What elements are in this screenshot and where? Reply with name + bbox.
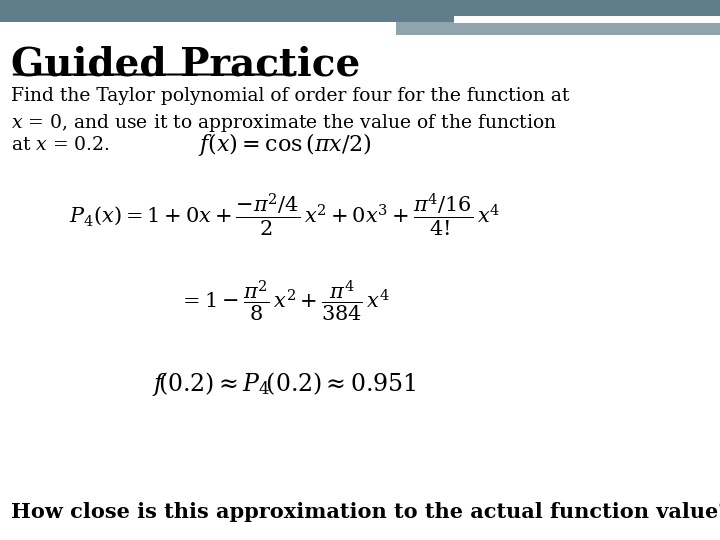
Text: Guided Practice: Guided Practice [11, 46, 360, 84]
Text: $P_4\left(x\right)=1+0x+\dfrac{-\pi^2/4}{2}\,x^2+0x^3+\dfrac{\pi^4/16}{4!}\,x^4$: $P_4\left(x\right)=1+0x+\dfrac{-\pi^2/4}… [69, 192, 500, 239]
Text: at $x$ = 0.2.: at $x$ = 0.2. [11, 136, 109, 154]
Text: How close is this approximation to the actual function value?: How close is this approximation to the a… [11, 502, 720, 522]
Text: $=1-\dfrac{\pi^2}{8}\,x^2+\dfrac{\pi^4}{384}\,x^4$: $=1-\dfrac{\pi^2}{8}\,x^2+\dfrac{\pi^4}{… [179, 278, 390, 323]
Text: $f\left(x\right)=\cos\left(\pi x/2\right)$: $f\left(x\right)=\cos\left(\pi x/2\right… [197, 131, 372, 158]
Text: $x$ = 0, and use it to approximate the value of the function: $x$ = 0, and use it to approximate the v… [11, 112, 557, 134]
Text: Find the Taylor polynomial of order four for the function at: Find the Taylor polynomial of order four… [11, 87, 570, 105]
Text: $f\!\left(0.2\right)\approx P_4\!\left(0.2\right)\approx 0.951$: $f\!\left(0.2\right)\approx P_4\!\left(0… [153, 370, 417, 398]
